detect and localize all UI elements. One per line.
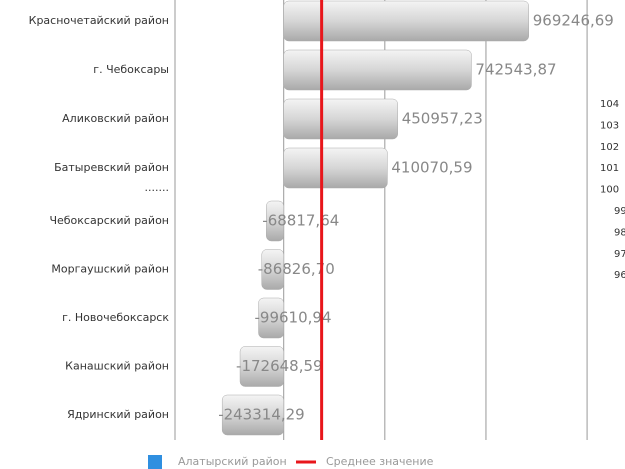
value-label: 969246,69 <box>533 12 614 30</box>
side-label: 103 <box>600 120 619 131</box>
y-tick-label: Ядринский район <box>67 408 169 421</box>
bar <box>283 98 398 140</box>
legend-label: Среднее значение <box>326 455 434 468</box>
side-label: 102 <box>600 142 619 153</box>
value-label: -86826,70 <box>258 260 335 278</box>
bar <box>261 249 284 290</box>
y-tick-label: Батыревский район <box>54 161 169 174</box>
value-label: -172648,59 <box>236 357 323 375</box>
side-label: 101 <box>600 163 619 174</box>
side-label: 104 <box>600 99 619 110</box>
value-label: 742543,87 <box>475 61 556 79</box>
y-tick-label: г. Чебоксары <box>93 63 169 76</box>
y-tick-label: Канашский район <box>65 360 169 373</box>
side-label: 99 <box>614 206 625 217</box>
side-label: 96 <box>614 270 625 281</box>
value-label: 450957,23 <box>402 110 483 128</box>
side-label: 100 <box>600 185 619 196</box>
bar <box>283 0 529 42</box>
bar <box>283 49 472 91</box>
value-label: -243314,29 <box>218 406 305 424</box>
bar <box>258 297 284 339</box>
bar <box>221 394 284 436</box>
y-tick-label: Моргаушский район <box>51 263 169 276</box>
legend-swatch <box>148 455 162 469</box>
value-label: -68817,64 <box>262 212 339 230</box>
y-tick-label: Чебоксарский район <box>49 214 169 227</box>
bar <box>239 346 284 387</box>
bar <box>283 147 388 189</box>
value-label: -99610,94 <box>255 309 332 327</box>
side-label: 97 <box>614 249 625 260</box>
y-tick-label: ....... <box>145 181 169 194</box>
y-tick-label: Красночетайский район <box>29 14 169 27</box>
value-label: 410070,59 <box>391 159 472 177</box>
legend-label: Алатырский район <box>178 455 287 468</box>
y-tick-label: Аликовский район <box>62 112 169 125</box>
side-label: 98 <box>614 227 625 238</box>
y-tick-label: г. Новочебоксарск <box>62 311 169 324</box>
bar <box>266 200 284 242</box>
